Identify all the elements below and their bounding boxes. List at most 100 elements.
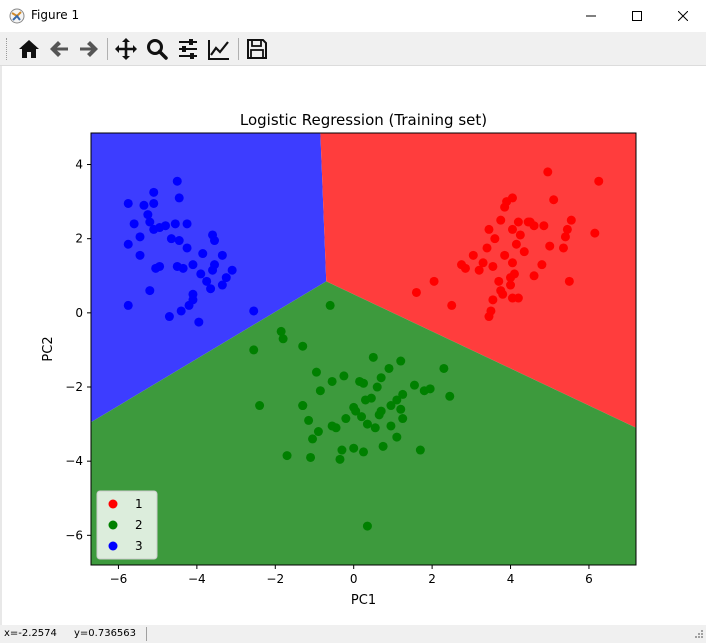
data-point-class-2 (415, 445, 425, 455)
legend-label-1: 1 (135, 497, 143, 511)
y-tick-label: −6 (65, 528, 83, 542)
data-point-class-2 (315, 386, 325, 396)
data-point-class-3 (172, 261, 182, 271)
data-point-class-2 (282, 451, 292, 461)
data-point-class-1 (562, 224, 572, 234)
home-icon (19, 40, 39, 58)
data-point-class-2 (398, 414, 408, 424)
data-point-class-3 (123, 198, 133, 208)
data-point-class-3 (184, 300, 194, 310)
data-point-class-2 (249, 345, 259, 355)
data-point-class-3 (151, 263, 161, 273)
data-point-class-1 (537, 260, 547, 270)
window-left-edge (0, 66, 2, 625)
data-point-class-2 (311, 367, 321, 377)
back-button[interactable] (46, 37, 72, 61)
arrow-left-icon (50, 41, 68, 57)
data-point-class-2 (366, 393, 376, 403)
data-point-class-2 (339, 371, 349, 381)
data-point-class-2 (304, 415, 314, 425)
data-point-class-2 (396, 404, 406, 414)
figure-canvas[interactable]: −6 −4 −2 0 2 4 6 −6 −4 −2 0 2 4 Logistic Regression… (0, 66, 706, 625)
data-point-class-1 (513, 293, 523, 303)
x-tick-label: 2 (428, 572, 436, 586)
data-point-class-3 (123, 300, 133, 310)
toolbar-separator (238, 38, 239, 60)
data-point-class-2 (325, 300, 335, 310)
data-point-class-2 (327, 376, 337, 386)
data-point-class-1 (539, 221, 549, 231)
data-point-class-3 (217, 250, 227, 260)
maximize-button[interactable] (614, 0, 660, 32)
y-tick-label: −4 (65, 454, 83, 468)
data-point-class-1 (500, 202, 510, 212)
data-point-class-3 (123, 239, 133, 249)
minimize-button[interactable] (568, 0, 614, 32)
data-point-class-2 (368, 352, 378, 362)
data-point-class-1 (549, 195, 559, 205)
data-point-class-2 (306, 452, 316, 462)
data-point-class-2 (349, 443, 359, 453)
x-tick-label: −6 (110, 572, 128, 586)
pan-button[interactable] (113, 37, 139, 61)
data-point-class-1 (558, 243, 568, 253)
legend: 1 2 3 (96, 490, 158, 560)
data-point-class-2 (331, 423, 341, 433)
data-point-class-2 (359, 447, 368, 457)
subplots-button[interactable] (175, 37, 201, 61)
y-tick-label: −2 (65, 380, 83, 394)
chart: −6 −4 −2 0 2 4 6 −6 −4 −2 0 2 4 Logistic Regression… (41, 111, 637, 608)
data-point-class-1 (507, 193, 517, 203)
data-point-class-3 (206, 284, 216, 294)
data-point-class-1 (488, 261, 498, 271)
legend-marker-1 (108, 499, 118, 509)
data-point-class-1 (564, 276, 574, 286)
data-point-class-3 (182, 219, 192, 229)
data-point-class-2 (255, 401, 265, 411)
data-point-class-2 (308, 434, 318, 444)
data-point-class-3 (210, 260, 220, 270)
plot-frame (90, 132, 637, 566)
data-point-class-1 (545, 241, 555, 251)
data-point-class-3 (149, 198, 159, 208)
data-point-class-3 (145, 286, 155, 296)
data-point-class-3 (174, 193, 184, 203)
data-point-class-1 (484, 312, 494, 322)
data-point-class-2 (349, 402, 359, 412)
status-y-coordinate: y=0.736563 (74, 628, 137, 639)
data-point-class-2 (392, 432, 402, 442)
zoom-button[interactable] (144, 37, 170, 61)
data-point-class-2 (374, 410, 384, 420)
data-point-class-2 (376, 373, 386, 383)
status-x-coordinate: x=-2.2574 (4, 628, 57, 639)
close-button[interactable] (660, 0, 706, 32)
data-point-class-3 (172, 176, 182, 186)
legend-box (96, 490, 158, 560)
data-point-class-2 (409, 380, 419, 390)
data-point-class-2 (362, 419, 372, 429)
data-point-class-2 (386, 421, 396, 431)
data-point-class-3 (174, 236, 184, 246)
data-point-class-2 (359, 378, 368, 388)
data-point-class-3 (217, 280, 227, 290)
data-point-class-3 (164, 312, 174, 322)
data-point-class-3 (176, 306, 186, 316)
data-point-class-3 (139, 200, 149, 210)
data-point-class-1 (515, 230, 525, 240)
edit-axis-button[interactable] (206, 37, 232, 61)
y-tick-label: 4 (75, 158, 83, 172)
data-point-class-1 (496, 215, 506, 225)
data-point-class-2 (341, 414, 351, 424)
forward-button[interactable] (76, 37, 102, 61)
data-point-class-1 (566, 215, 576, 225)
legend-label-2: 2 (135, 518, 143, 532)
navigation-toolbar (0, 32, 706, 66)
data-point-class-2 (398, 389, 408, 399)
window-title: Figure 1 (31, 8, 80, 22)
data-point-class-1 (506, 273, 516, 283)
home-button[interactable] (16, 37, 42, 61)
data-point-class-1 (484, 224, 494, 234)
resize-grip-icon[interactable] (692, 629, 704, 641)
save-button[interactable] (244, 37, 270, 61)
arrow-right-icon (80, 41, 98, 57)
